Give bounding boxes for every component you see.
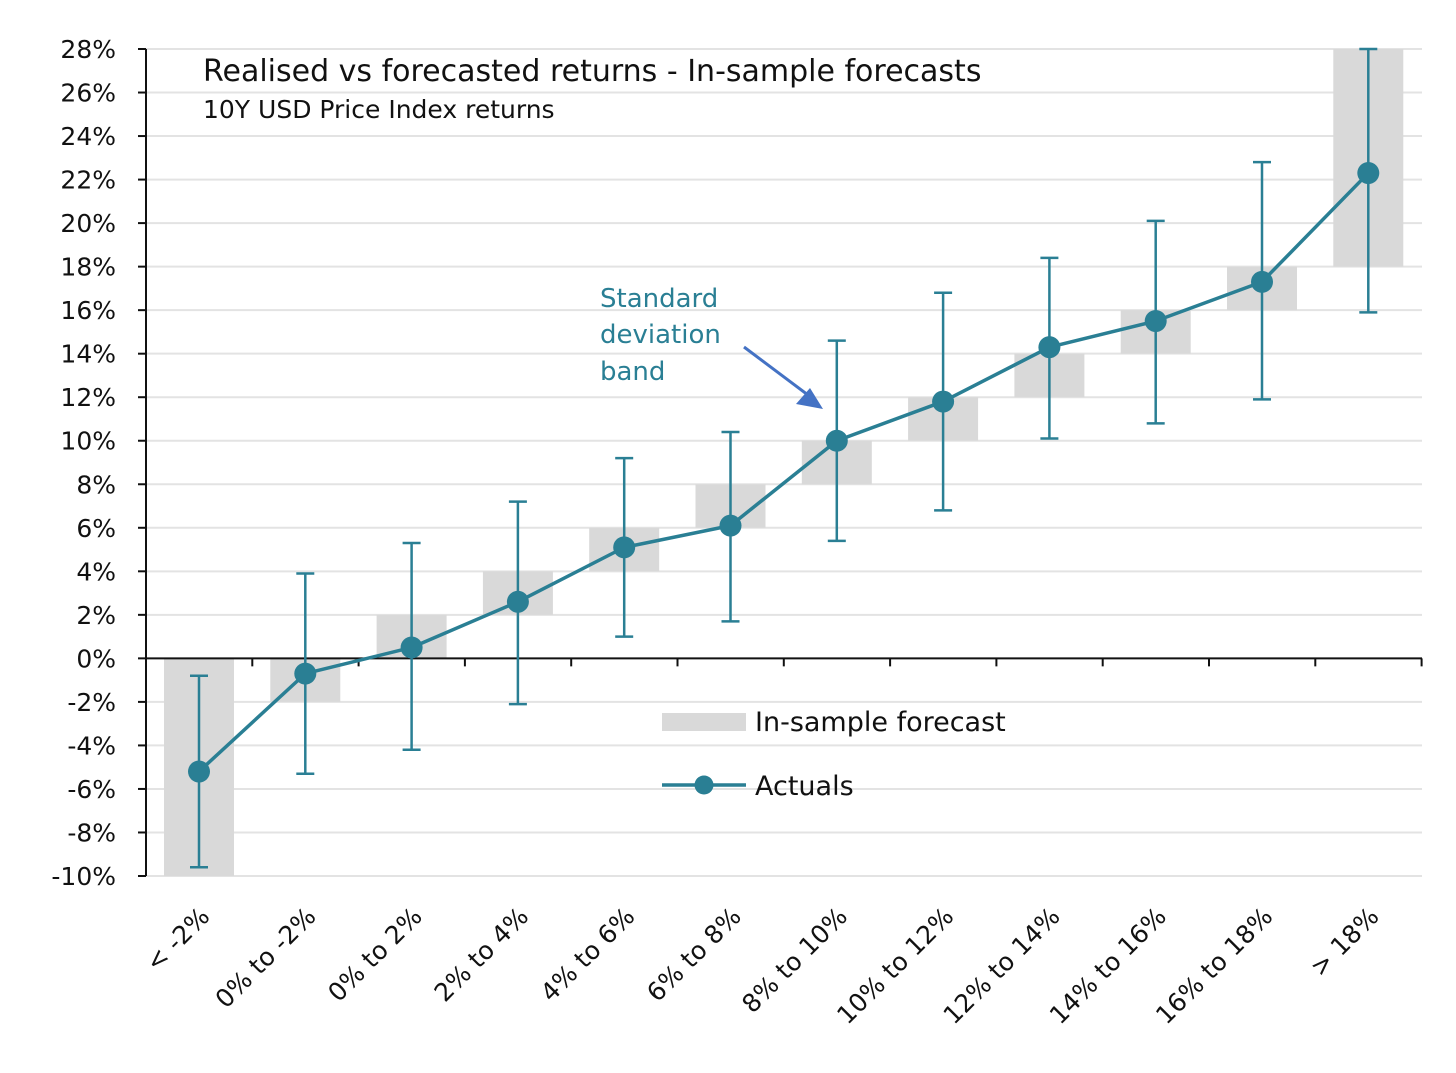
y-tick-label: 22% bbox=[60, 166, 116, 195]
y-tick-label: 10% bbox=[60, 427, 116, 456]
y-tick-label: -6% bbox=[67, 775, 116, 804]
y-tick-label: -4% bbox=[67, 731, 116, 760]
x-tick-labels: < -2%0% to -2% 0% to 2% 2% to 4% 4% to 6% 6%… bbox=[140, 902, 1385, 1030]
y-tick-label: 18% bbox=[60, 253, 116, 282]
actuals-point bbox=[932, 390, 955, 413]
y-tick-label: -10% bbox=[51, 862, 116, 891]
y-tick-label: 12% bbox=[60, 383, 116, 412]
x-tick-label: 4% to 6% bbox=[535, 902, 641, 1008]
y-tick-label: 6% bbox=[76, 514, 116, 543]
actuals-point bbox=[294, 662, 317, 685]
y-tick-label: 14% bbox=[60, 340, 116, 369]
actuals-point bbox=[825, 429, 848, 452]
y-tick-label: 4% bbox=[76, 557, 116, 586]
y-tick-label: -2% bbox=[67, 688, 116, 717]
actuals-point bbox=[1038, 336, 1061, 359]
x-tick-label: 0% to 2% bbox=[322, 902, 428, 1008]
annotation-line-3: band bbox=[600, 357, 665, 387]
gridlines bbox=[146, 48, 1422, 877]
y-tick-labels: -10% -8% -6% -4% -2% 0% 2% 4% 6% 8% 10% 12% 14% 16% 18… bbox=[51, 35, 116, 891]
annotation-arrow bbox=[743, 345, 809, 397]
actuals-point bbox=[719, 514, 742, 537]
legend: In-sample forecast Actuals bbox=[662, 707, 1006, 802]
annotation: Standard deviation band bbox=[600, 284, 823, 409]
y-tick-label: 24% bbox=[60, 122, 116, 151]
y-tick-label: 20% bbox=[60, 209, 116, 238]
legend-line-label: Actuals bbox=[755, 771, 854, 802]
chart-title: Realised vs forecasted returns - In-samp… bbox=[203, 54, 981, 89]
actuals-point bbox=[506, 590, 529, 613]
y-tick-label: 8% bbox=[76, 470, 116, 499]
actuals-line bbox=[197, 171, 1370, 773]
actuals-point bbox=[1144, 310, 1167, 333]
x-tick-label: 2% to 4% bbox=[429, 902, 535, 1008]
y-tick-label: 0% bbox=[76, 644, 116, 673]
chart-subtitle: 10Y USD Price Index returns bbox=[203, 95, 555, 124]
forecast-bands bbox=[164, 49, 1404, 876]
actuals-series bbox=[188, 162, 1380, 783]
actuals-point bbox=[1357, 162, 1380, 185]
x-tick-label: 8% to 10% bbox=[736, 902, 853, 1019]
legend-band-swatch bbox=[662, 713, 746, 731]
actuals-point bbox=[613, 536, 636, 559]
annotation-line-2: deviation bbox=[600, 320, 721, 350]
legend-line-marker bbox=[694, 775, 714, 795]
x-tick-label: < -2% bbox=[140, 902, 215, 977]
annotation-line-1: Standard bbox=[600, 284, 718, 314]
y-tick-label: 2% bbox=[76, 601, 116, 630]
legend-band-label: In-sample forecast bbox=[755, 707, 1006, 738]
x-tick-label: 6% to 8% bbox=[641, 902, 747, 1008]
x-tick-label: > 18% bbox=[1304, 902, 1384, 982]
actuals-point bbox=[400, 636, 423, 659]
y-tick-label: -8% bbox=[67, 818, 116, 847]
actuals-point bbox=[1251, 270, 1273, 293]
axes bbox=[138, 48, 1423, 877]
y-tick-label: 28% bbox=[60, 35, 116, 64]
actuals-point bbox=[188, 760, 210, 783]
annotation-arrow-head bbox=[796, 388, 823, 409]
y-tick-label: 16% bbox=[60, 296, 116, 325]
y-tick-label: 26% bbox=[60, 79, 116, 108]
x-tick-label: 0% to -2% bbox=[210, 902, 322, 1014]
